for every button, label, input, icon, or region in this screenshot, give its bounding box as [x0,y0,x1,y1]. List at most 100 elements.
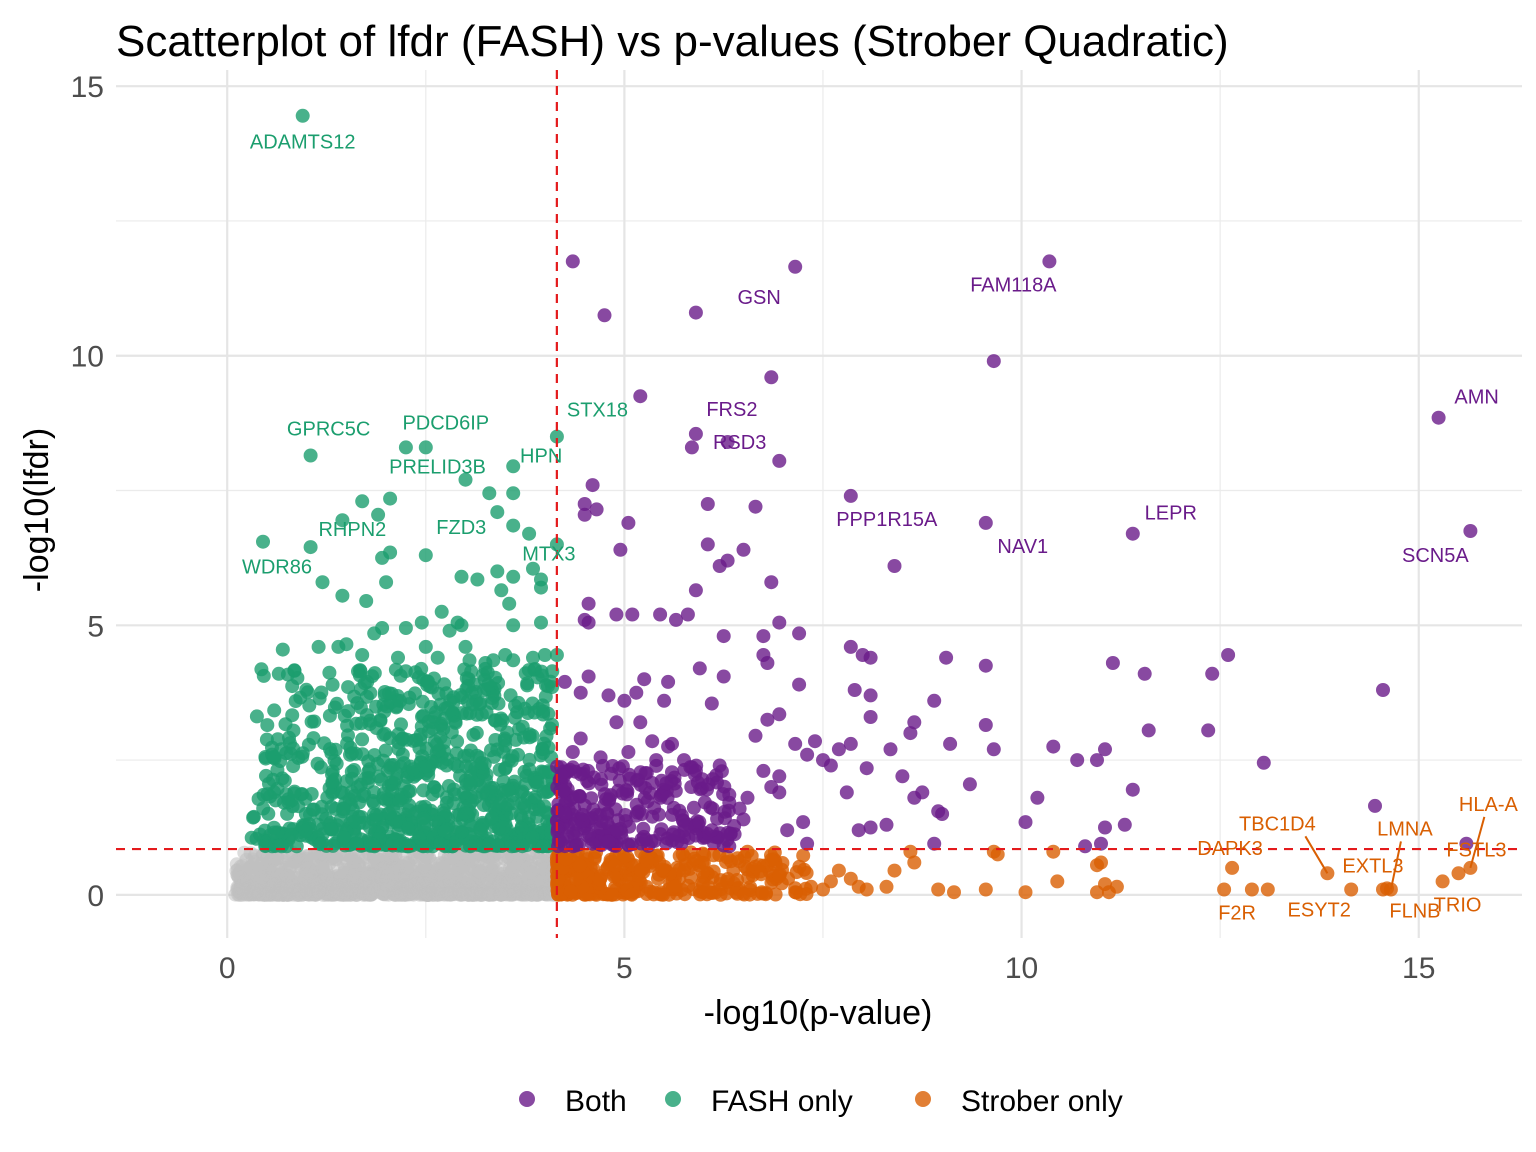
point-fash-only [325,677,340,692]
point-fash-only [437,677,452,692]
point-fash-only [327,753,342,768]
point-fash-only [378,743,393,758]
point-fash-only [433,836,448,851]
point-both [1376,683,1390,697]
annotation-label: FLNB [1389,900,1440,922]
point-fash-only [454,825,469,839]
point-fash-only [506,518,521,533]
point-both [772,615,787,630]
annotation-label: FAM118A [970,274,1057,296]
point-both [632,804,646,819]
point-both [732,801,747,816]
point-fash-only [398,664,413,679]
point-fash-only [336,802,351,817]
point-neither [456,859,471,874]
point-fash-only [455,690,469,705]
point-fash-only [385,836,400,851]
point-fash-only [545,717,559,732]
point-both [688,426,703,441]
point-both [676,813,691,828]
point-both [692,661,707,676]
point-fash-only [502,596,517,611]
annotation-label: HPN [520,445,562,467]
point-neither [424,886,439,901]
point-both [1030,790,1045,805]
point-strober-only [608,858,623,873]
point-strober-only [1217,882,1232,897]
point-both [645,734,660,749]
point-fash-only [537,799,552,814]
point-both [1431,410,1446,425]
point-both [581,763,595,778]
point-neither [461,874,476,889]
point-fash-only [359,689,374,704]
point-both [623,771,637,786]
point-fash-only [290,671,305,685]
point-fash-only [281,795,296,810]
point-both [615,786,630,801]
point-fash-only [485,810,499,825]
point-fash-only [517,798,532,813]
point-fash-only [379,699,394,714]
point-both [978,515,993,530]
point-both [1141,723,1156,738]
point-fash-only [514,821,529,836]
point-strober-only [755,886,770,901]
point-fash-only [278,717,293,732]
point-fash-only [337,708,352,723]
point-fash-only [469,725,484,740]
point-strober-only [752,858,767,873]
point-fash-only [395,732,410,746]
point-fash-only [458,472,473,487]
point-both [573,731,588,746]
point-fash-only [454,618,469,633]
point-both [701,777,716,792]
legend-label: Strober only [961,1085,1123,1118]
point-neither [379,883,394,898]
point-fash-only [442,623,457,638]
point-both [760,712,775,727]
point-neither [261,886,276,901]
point-fash-only [496,820,511,835]
point-both [573,685,588,700]
point-fash-only [298,823,313,838]
point-strober-only [843,871,858,886]
point-strober-only [696,877,711,892]
point-neither [343,882,358,897]
point-neither [443,850,458,865]
data-points [228,108,1478,902]
point-both [895,769,910,784]
point-both [661,739,676,754]
point-strober-only [796,848,811,863]
point-both [653,607,668,622]
point-both [597,308,612,323]
point-fash-only [481,677,496,692]
legend-label: Both [565,1085,627,1118]
point-strober-only [764,852,779,867]
point-fash-only [517,701,532,716]
point-fash-only [487,713,502,728]
point-both [581,615,596,630]
point-neither [249,884,264,899]
point-both [772,707,787,722]
point-fash-only [300,685,315,700]
point-fash-only [418,548,433,563]
annotation-label: F2R [1218,902,1256,924]
point-both [931,804,946,819]
point-fash-only [518,777,533,792]
point-fash-only [549,429,564,444]
point-fash-only [536,707,551,722]
point-strober-only [887,863,902,878]
point-fash-only [494,583,509,598]
point-strober-only [947,885,961,900]
point-both [772,453,787,468]
point-fash-only [371,507,386,522]
point-strober-only [1260,882,1275,897]
point-strober-only [551,871,566,886]
point-both [1137,666,1152,681]
annotation-label: LMNA [1377,818,1433,840]
point-fash-only [311,639,326,654]
point-fash-only [506,618,521,633]
point-strober-only [978,882,993,897]
point-fash-only [307,714,322,729]
